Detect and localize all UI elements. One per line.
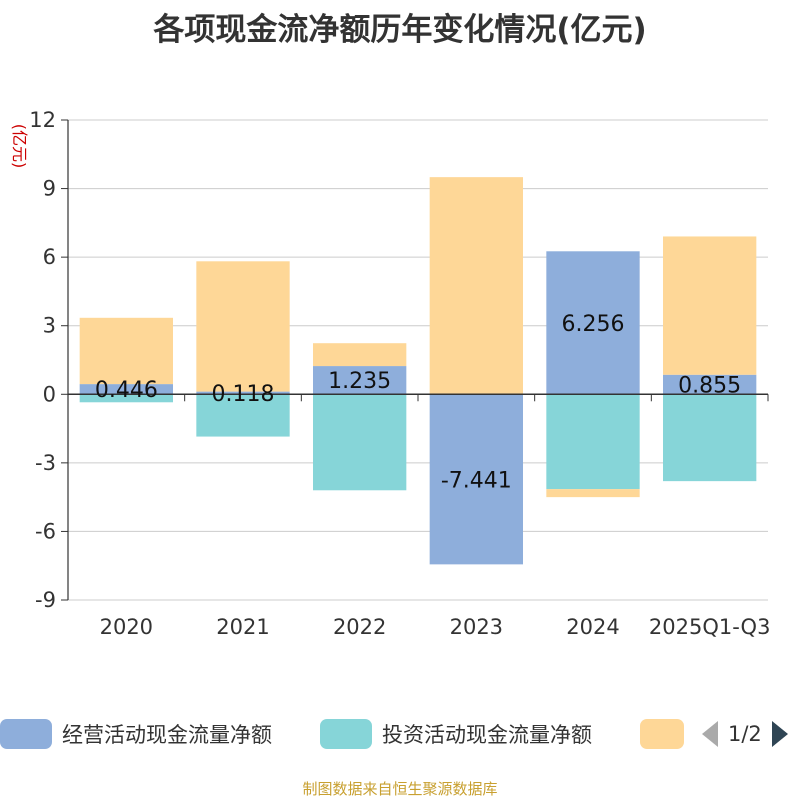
x-tick-label: 2021 xyxy=(216,615,269,639)
y-tick-label: 9 xyxy=(43,177,56,201)
x-tick-label: 2023 xyxy=(450,615,503,639)
bar-series0-2023[interactable] xyxy=(429,394,523,565)
x-tick-labels: 2020 2021 2022 2023 2024 2025Q1-Q3 xyxy=(100,615,771,639)
legend-label-operating: 经营活动现金流量净额 xyxy=(62,723,272,747)
legend-swatch-operating xyxy=(0,719,52,749)
x-tick-label: 2022 xyxy=(333,615,386,639)
x-tick-label: 2024 xyxy=(566,615,619,639)
data-label-2021: 0.118 xyxy=(212,382,275,407)
bar-series0-2021[interactable] xyxy=(196,391,290,395)
bar-series2-2022[interactable] xyxy=(313,343,407,367)
y-tick-label: 0 xyxy=(43,382,56,406)
prev-page-icon[interactable] xyxy=(700,719,720,749)
bar-series2-2021[interactable] xyxy=(196,261,290,392)
legend-item-investing[interactable]: 投资活动现金流量净额 xyxy=(320,716,592,752)
y-tick-label: -9 xyxy=(35,588,56,612)
legend-pager: 1/2 xyxy=(700,716,790,752)
data-label-2020: 0.446 xyxy=(95,378,158,403)
legend-item-financing[interactable] xyxy=(640,716,684,752)
bar-series0-2020[interactable] xyxy=(79,384,173,395)
y-tick-label: -3 xyxy=(35,451,56,475)
bar-series0-2025Q1-Q3[interactable] xyxy=(663,374,757,395)
legend-label-investing: 投资活动现金流量净额 xyxy=(382,723,592,747)
legend-swatch-investing xyxy=(320,719,372,749)
y-tick-label: 6 xyxy=(43,245,56,269)
bar-series0-2022[interactable] xyxy=(313,366,407,395)
data-labels: 0.446 0.118 1.235 -7.441 6.256 0.855 xyxy=(95,312,741,494)
legend-page-indicator: 1/2 xyxy=(728,722,762,746)
y-tick-label: -6 xyxy=(35,519,56,543)
bar-series1-2021[interactable] xyxy=(196,394,290,437)
bar-series1-2020[interactable] xyxy=(79,394,173,403)
bar-series2-2025Q1-Q3[interactable] xyxy=(663,236,757,375)
legend: 经营活动现金流量净额 投资活动现金流量净额 xyxy=(0,716,800,756)
data-label-2023: -7.441 xyxy=(441,468,512,493)
x-tick-label: 2025Q1-Q3 xyxy=(649,615,771,639)
y-tick-label: 3 xyxy=(43,314,56,338)
legend-item-operating[interactable]: 经营活动现金流量净额 xyxy=(0,716,272,752)
bar-series2-2020[interactable] xyxy=(79,317,173,385)
y-tick-labels: 12 9 6 3 0 -3 -6 -9 xyxy=(29,108,56,612)
legend-swatch-financing xyxy=(640,719,684,749)
data-label-2022: 1.235 xyxy=(328,369,391,394)
bar-series2-2023[interactable] xyxy=(429,177,523,395)
chart-title: 各项现金流净额历年变化情况(亿元) xyxy=(153,12,647,48)
bar-series1-2022[interactable] xyxy=(313,394,407,491)
data-label-2025Q1-Q3: 0.855 xyxy=(678,374,741,399)
x-tick-label: 2020 xyxy=(100,615,153,639)
bars xyxy=(79,177,757,565)
bar-chart: 12 9 6 3 0 -3 -6 -9 2020 2021 2022 2023 2024 2025Q1-… xyxy=(10,108,771,639)
bar-series1-2025Q1-Q3[interactable] xyxy=(663,394,757,482)
bar-series1-2024[interactable] xyxy=(546,394,640,490)
y-tick-label: 12 xyxy=(29,108,56,132)
bar-series0-2024[interactable] xyxy=(546,251,640,395)
next-page-icon[interactable] xyxy=(770,719,790,749)
data-label-2024: 6.256 xyxy=(562,312,625,337)
y-axis-unit-label: (亿元) xyxy=(10,124,29,169)
bar-series2-2024[interactable] xyxy=(546,489,640,498)
source-note: 制图数据来自恒生聚源数据库 xyxy=(302,780,498,798)
axes xyxy=(67,120,769,600)
